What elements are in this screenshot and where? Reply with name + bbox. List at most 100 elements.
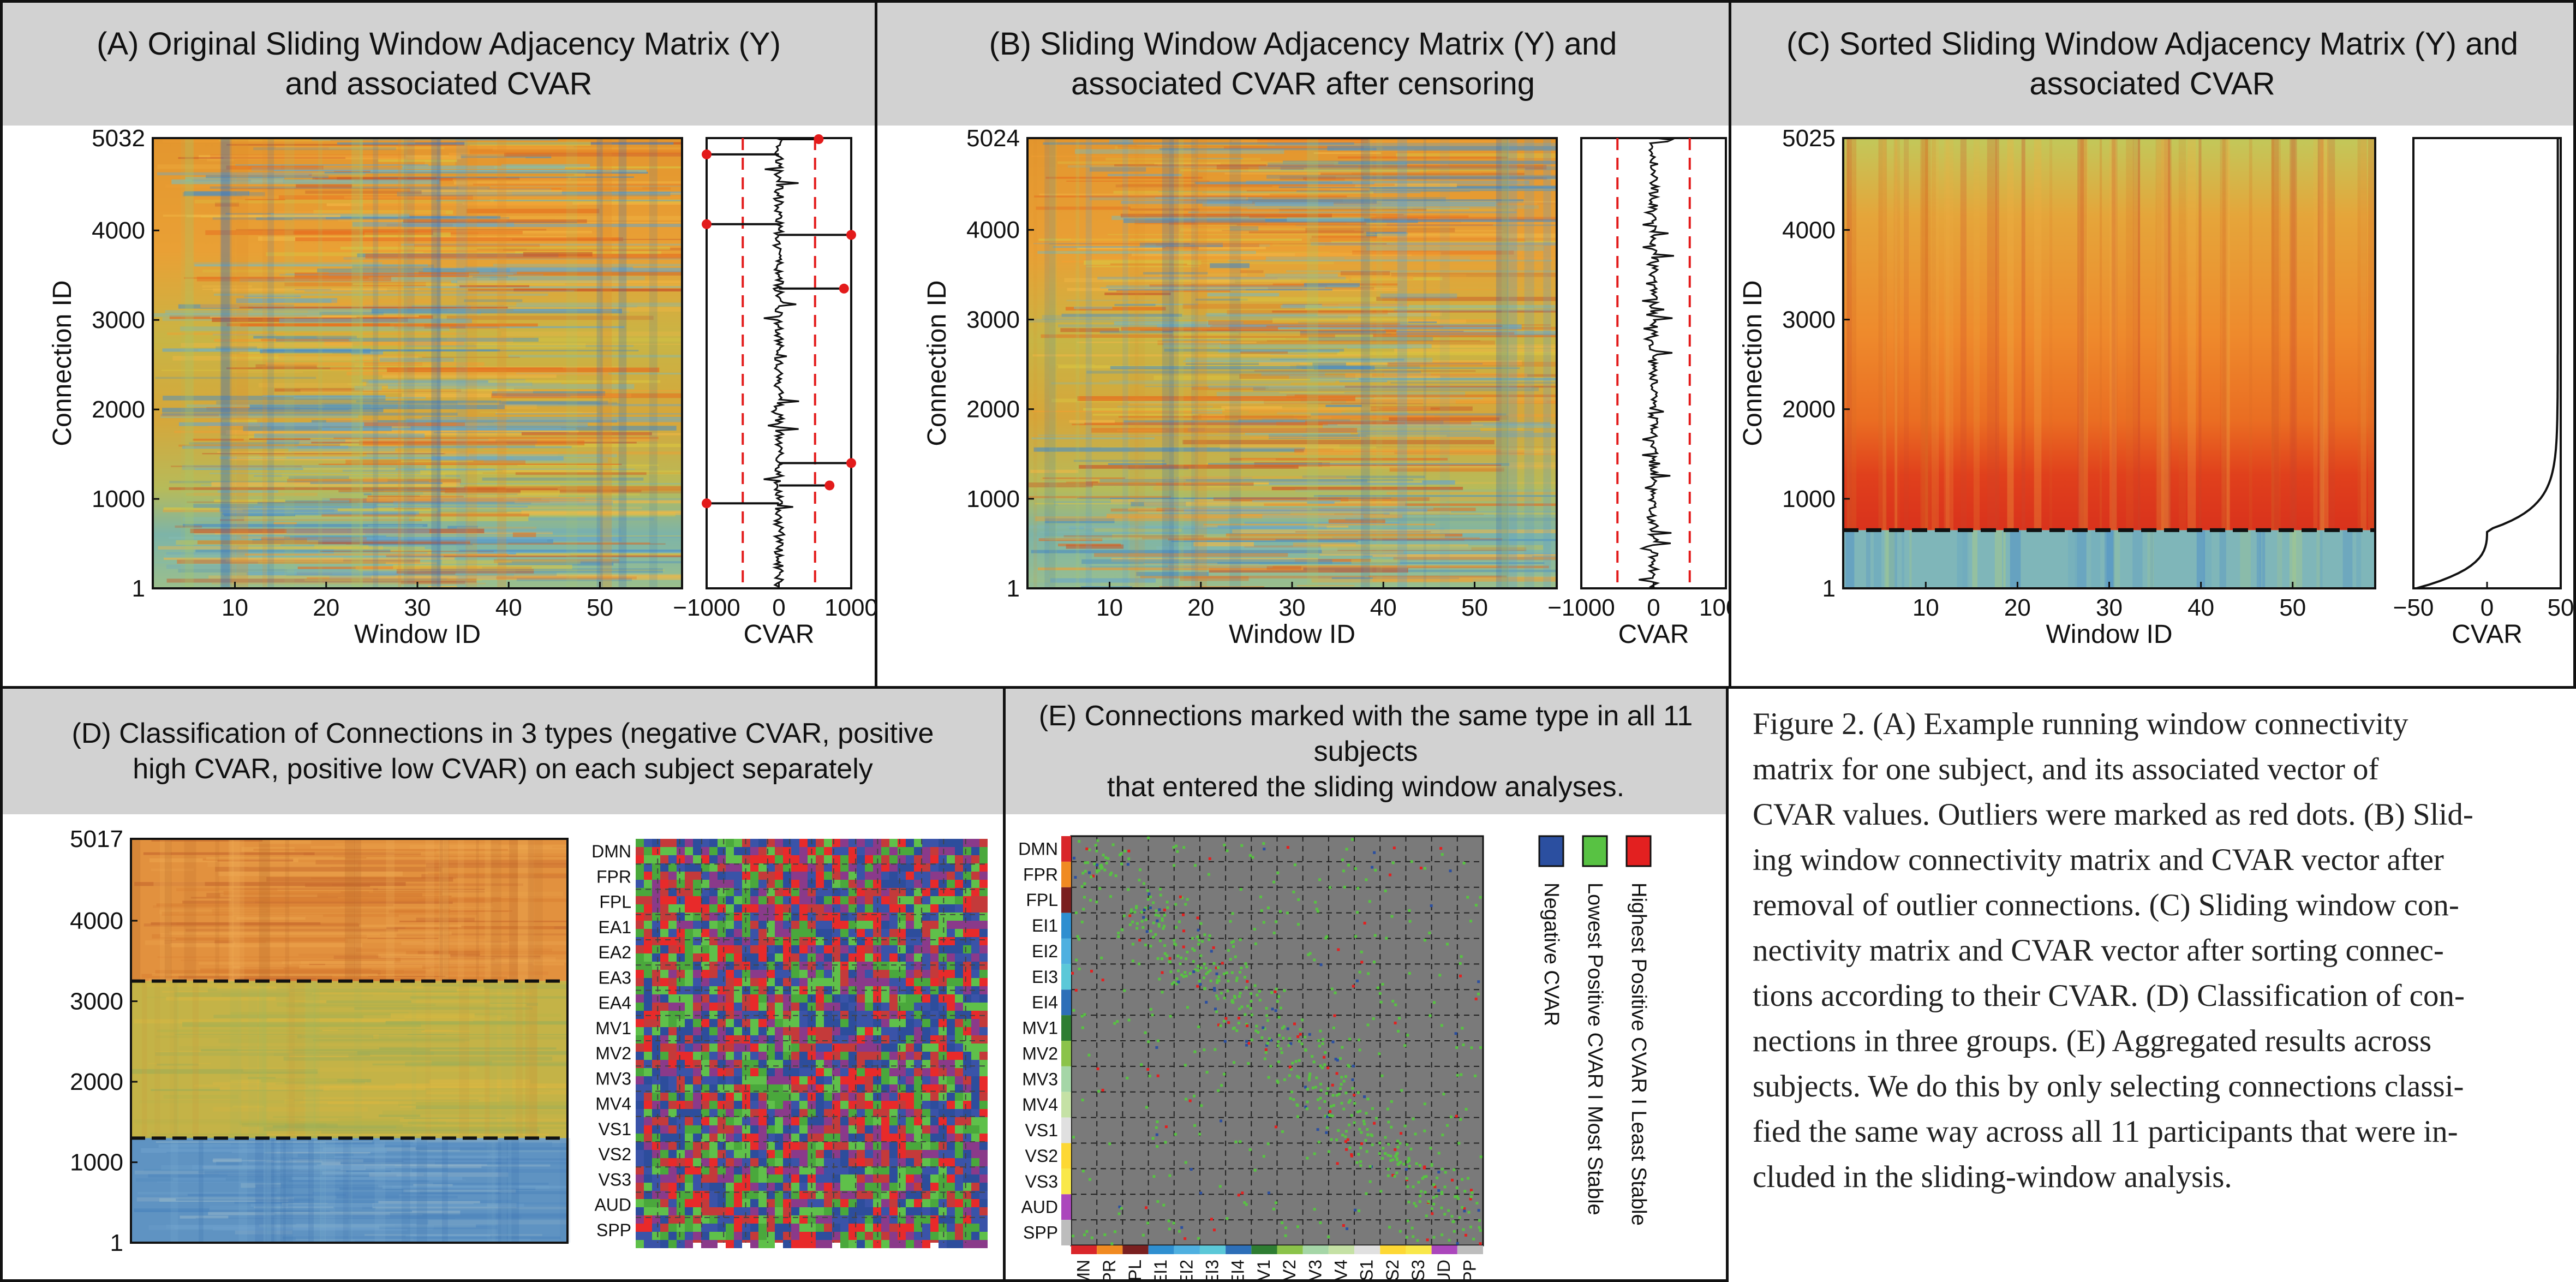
panel-d-network-cell <box>775 880 783 888</box>
panel-d-network-cell <box>668 1183 677 1191</box>
panel-e-connection-cell <box>1426 1238 1429 1242</box>
panel-d-high-stripe <box>289 907 494 908</box>
panel-e-connection-cell <box>1092 874 1095 878</box>
panel-d-network-cell <box>775 1207 783 1215</box>
panel-b-heatmap-stripe <box>1129 402 1307 405</box>
panel-b-heatmap-stripe <box>1397 344 1557 348</box>
panel-d-network-cell <box>685 994 693 1003</box>
panel-d-network-cell <box>685 945 693 953</box>
panel-d-network-cell <box>636 1109 644 1117</box>
panel-a-heatmap-stripe <box>441 512 523 516</box>
panel-a-heatmap-stripe <box>213 288 387 292</box>
panel-b-heatmap-stripe <box>1110 151 1281 154</box>
panel-d-low-stripe <box>146 983 250 987</box>
panel-a-heatmap-stripe <box>459 285 530 288</box>
panel-d-network-cell <box>889 1027 898 1035</box>
panel-c-cvar-frame <box>2412 137 2562 589</box>
panel-e-connection-cell <box>1229 920 1232 923</box>
panel-e-connection-cell <box>1080 885 1084 888</box>
panel-d-network-cell <box>873 1117 881 1125</box>
panel-e-connection-cell <box>1184 903 1187 906</box>
panel-d-network-cell <box>677 1117 685 1125</box>
panel-a-heatmap-stripe <box>311 420 618 423</box>
panel-b-heatmap-stripe <box>1038 238 1302 241</box>
panel-d-network-cell <box>881 1134 889 1142</box>
panel-e-connection-cell <box>1472 1237 1475 1241</box>
panel-b-heatmap-stripe <box>1310 377 1557 381</box>
panel-e-connection-cell <box>1386 1107 1389 1111</box>
panel-d-network-cell <box>939 1052 947 1060</box>
panel-d-high-stripe <box>162 911 234 916</box>
panel-e-connection-cell <box>1199 1191 1203 1195</box>
panel-e-connection-cell <box>1323 1063 1326 1066</box>
panel-e-connection-cell <box>1123 989 1126 992</box>
panel-a-heatmap-stripe <box>467 208 600 213</box>
panel-b-heatmap-stripe <box>1104 293 1171 295</box>
panel-d-low-band <box>489 981 497 1138</box>
panel-d-network-cell <box>947 863 955 872</box>
panel-d-network-label: VS2 <box>599 1144 631 1164</box>
panel-a-heatmap-stripe <box>501 164 590 168</box>
panel-e-connection-cell <box>1427 1200 1430 1203</box>
panel-e-network-label: SPP <box>1460 1260 1479 1282</box>
panel-d-low-stripe <box>426 1090 567 1095</box>
panel-d-high-stripe <box>394 851 511 854</box>
panel-a-heatmap-stripe <box>223 510 419 515</box>
panel-a-heatmap-stripe <box>382 374 557 378</box>
panel-d-network-cell <box>636 1150 644 1158</box>
panel-d-neg-stripe <box>202 1166 386 1169</box>
panel-d-network-cell <box>652 904 660 913</box>
panel-a-heatmap-stripe <box>458 186 643 189</box>
panel-d-low-stripe <box>354 1007 533 1010</box>
panel-d-neg-band <box>416 1138 427 1243</box>
panel-d-network-cell <box>914 1232 922 1240</box>
panel-d-network-cell <box>914 1093 922 1101</box>
panel-e-connection-cell <box>1083 882 1086 885</box>
panel-a-heatmap-stripe <box>421 190 562 195</box>
panel-e-connection-cell <box>1397 1163 1400 1166</box>
panel-e-connection-cell <box>1433 1185 1437 1189</box>
panel-e-connection-cell <box>1245 1203 1248 1206</box>
panel-d-network-cell <box>718 962 726 970</box>
panel-c-heatmap-band <box>1846 138 1852 530</box>
panel-d-network-cell <box>889 921 898 929</box>
panel-d-network-cell <box>660 1035 668 1044</box>
panel-d-network-cell <box>824 847 832 855</box>
panel-e-connection-cell <box>1172 981 1175 984</box>
panel-d-network-cell <box>734 1027 742 1035</box>
panel-d-network-cell <box>979 1117 988 1125</box>
panel-d-low-band <box>459 981 469 1138</box>
panel-d-network-cell <box>824 1183 832 1191</box>
panel-e-connection-cell <box>1327 1235 1330 1238</box>
panel-a-heatmap-stripe <box>186 214 340 218</box>
panel-a-heatmap-stripe <box>401 460 474 462</box>
panel-e-connection-cell <box>1260 909 1263 913</box>
panel-d-network-cell <box>701 937 709 945</box>
panel-a-heatmap-stripe <box>210 154 406 159</box>
panel-d-network-cell <box>767 1117 775 1125</box>
panel-e-connection-cell <box>1313 958 1316 962</box>
panel-e-connection-cell <box>1352 985 1355 988</box>
panel-e-connection-cell <box>1217 979 1221 982</box>
panel-d-network-cell <box>734 994 742 1003</box>
panel-e-network-label: FPL <box>1026 890 1058 910</box>
panel-e-connection-cell <box>1360 961 1364 964</box>
panel-d-network-cell <box>914 1224 922 1232</box>
panel-b-heatmap-stripe <box>1346 398 1557 403</box>
panel-c-heatmap-band <box>1886 530 1894 588</box>
panel-d-high-stripe <box>141 974 393 979</box>
panel-e-connection-cell <box>1366 1134 1370 1137</box>
panel-d-network-cell <box>906 1142 914 1150</box>
panel-d-network-cell <box>726 1117 734 1125</box>
panel-e-connection-cell <box>1316 1128 1319 1131</box>
panel-d-network-cell <box>889 1125 898 1134</box>
panel-d-network-cell <box>848 1150 857 1158</box>
panel-d-network-cell <box>963 1224 971 1232</box>
panel-e-connection-cell <box>1253 928 1256 931</box>
panel-d-network-cell <box>701 839 709 847</box>
panel-d-network-cell <box>775 839 783 847</box>
panel-e-network-colorstrip <box>1277 1245 1303 1254</box>
panel-e-connection-cell <box>1220 1084 1223 1087</box>
panel-d-network-cell <box>709 929 718 937</box>
panel-d-network-cell <box>685 847 693 855</box>
